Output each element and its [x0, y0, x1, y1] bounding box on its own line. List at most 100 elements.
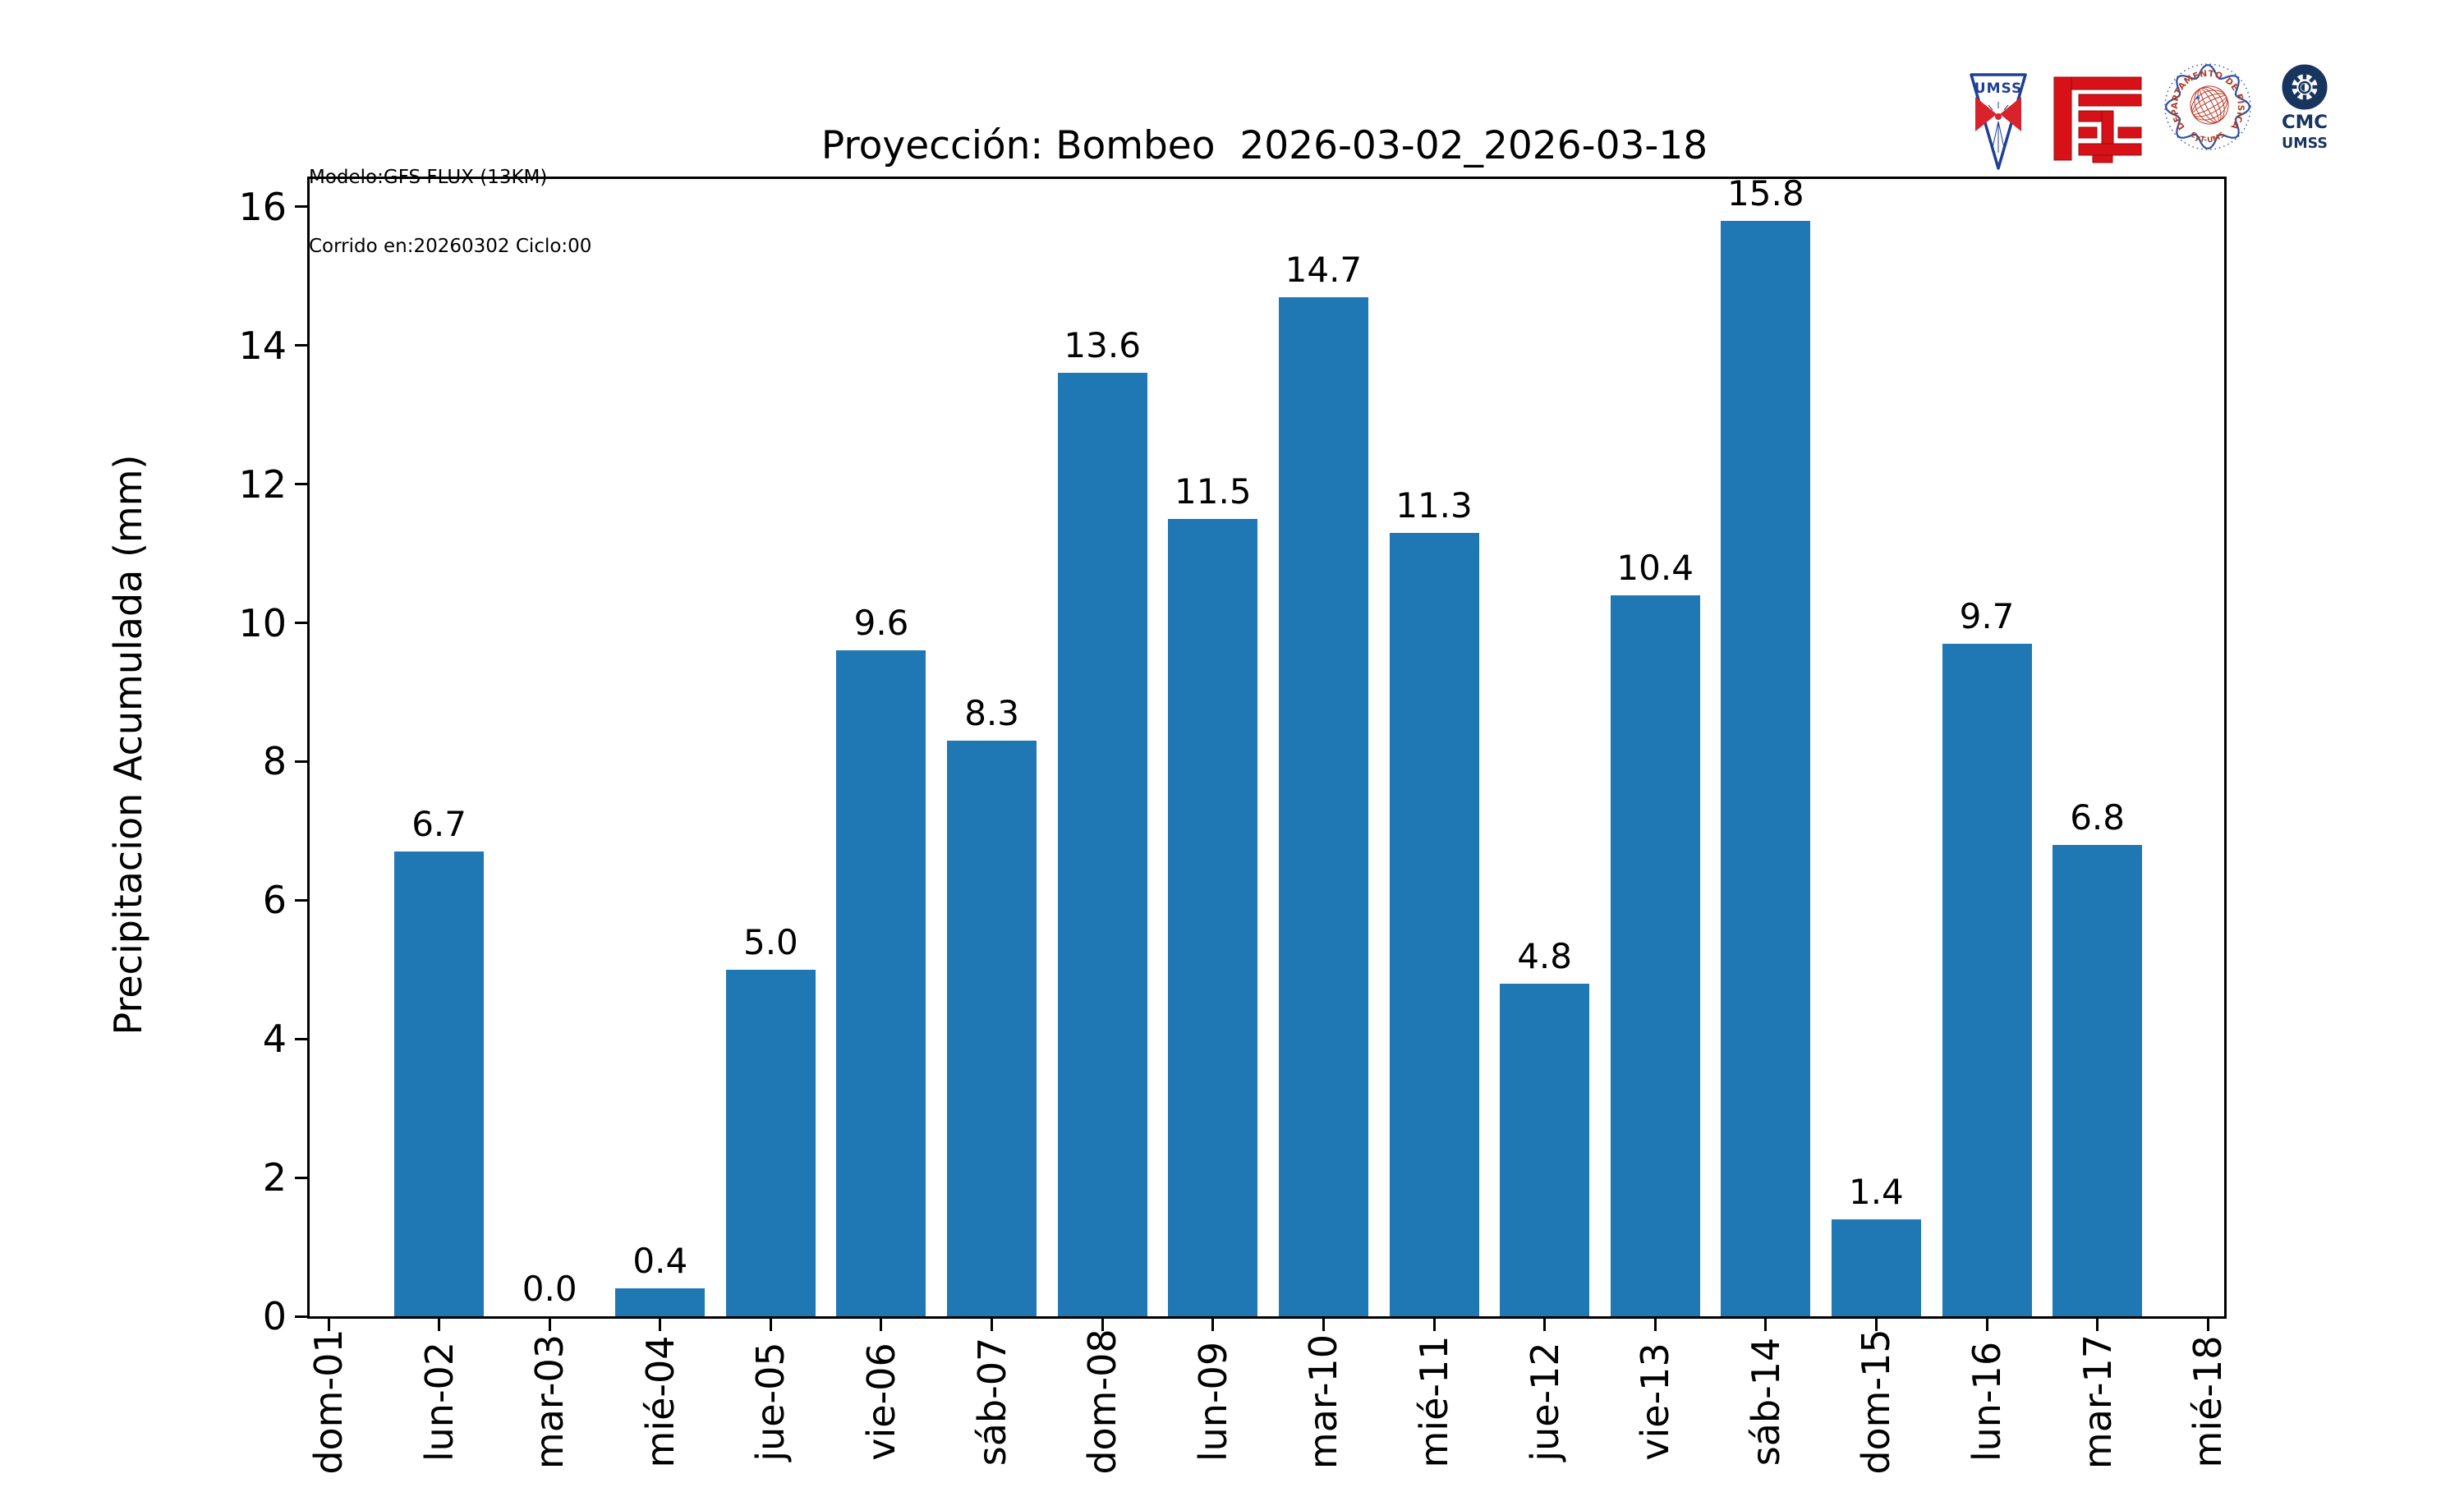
y-tick-label: 6 [262, 878, 287, 923]
x-tick-label: mié-04 [637, 1335, 683, 1468]
x-tick-label: lun-02 [416, 1341, 462, 1462]
bar [1831, 1219, 1921, 1316]
bar [1942, 643, 2032, 1316]
bar-value-label: 4.8 [1517, 935, 1572, 976]
bar-value-label: 0.4 [632, 1241, 688, 1282]
x-tick-label: dom-08 [1080, 1329, 1125, 1475]
fisica-seal-icon: DEPARTAMENTO DE FÍSICA FCyT-UMSS [2158, 53, 2251, 150]
x-tick-label: jue-05 [748, 1342, 793, 1462]
bar [1721, 220, 1811, 1316]
bar [394, 852, 485, 1316]
x-tick-label: mar-03 [527, 1334, 572, 1470]
fcyt-logo [2052, 74, 2144, 164]
y-tick-mark [295, 344, 310, 347]
x-tick-label: mar-10 [1301, 1334, 1346, 1470]
y-axis-label: Precipitacion Acumulada (mm) [106, 454, 150, 1035]
y-tick-label: 2 [262, 1155, 287, 1200]
cmc-umss-logo: CMC UMSS [2280, 64, 2329, 156]
y-tick-mark [295, 1176, 310, 1179]
x-tick-mark [438, 1316, 441, 1331]
x-tick-label: jue-12 [1522, 1342, 1567, 1462]
fisica-seal-logo: DEPARTAMENTO DE FÍSICA FCyT-UMSS [2158, 53, 2257, 168]
y-tick-label: 0 [262, 1294, 287, 1338]
x-tick-mark [880, 1316, 883, 1331]
bar [947, 741, 1037, 1316]
bar-value-label: 10.4 [1616, 547, 1694, 588]
x-tick-mark [1432, 1316, 1436, 1331]
x-tick-mark [659, 1316, 662, 1331]
bar-value-label: 5.0 [742, 921, 798, 962]
x-tick-label: lun-16 [1965, 1341, 2009, 1462]
y-tick-mark [295, 760, 310, 763]
x-tick-label: lun-09 [1190, 1341, 1235, 1462]
x-tick-mark [1874, 1316, 1878, 1331]
bar-value-label: 9.7 [1959, 595, 2015, 636]
bar-value-label: 14.7 [1285, 249, 1363, 290]
umss-pennant-logo: UMSS [1968, 71, 2029, 172]
chart-title: Proyección: Bombeo 2026-03-02_2026-03-18 [821, 123, 1708, 168]
bar [1057, 373, 1147, 1316]
y-tick-mark [295, 1037, 310, 1040]
y-tick-mark [295, 205, 310, 209]
bar [1278, 296, 1368, 1316]
bar [836, 650, 926, 1316]
svg-text:DEPARTAMENTO DE FÍSICA: DEPARTAMENTO DE FÍSICA [2170, 69, 2246, 132]
bar-value-label: 8.3 [964, 693, 1019, 734]
bar [725, 969, 816, 1316]
x-tick-mark [327, 1316, 330, 1331]
cmc-gear-icon: CMC UMSS [2282, 64, 2328, 152]
x-tick-mark [769, 1316, 772, 1331]
x-tick-mark [991, 1316, 994, 1331]
x-tick-mark [1764, 1316, 1768, 1331]
bar-value-label: 15.8 [1727, 172, 1804, 213]
bar-value-label: 1.4 [1848, 1171, 1904, 1212]
bar-value-label: 13.6 [1064, 325, 1141, 366]
y-tick-label: 4 [262, 1017, 287, 1062]
plot-area: 0 2 4 6 8 10 12 14 16 dom-01 lun-02 6.7 mar-03 0.0 mié… [238, 172, 2230, 1474]
y-tick-label: 12 [238, 461, 287, 507]
x-tick-mark [1101, 1316, 1104, 1331]
x-tick-mark [1211, 1316, 1215, 1331]
bar [2053, 844, 2143, 1316]
x-tick-mark [1653, 1316, 1657, 1331]
x-tick-label: vie-06 [859, 1343, 903, 1461]
y-tick-label: 10 [238, 600, 287, 645]
x-tick-label: sáb-07 [969, 1337, 1014, 1467]
bar [1610, 595, 1700, 1316]
y-tick-mark [295, 898, 310, 902]
cmc-text: CMC [2282, 112, 2328, 133]
x-tick-label: vie-13 [1633, 1343, 1678, 1461]
y-tick-mark [295, 1315, 310, 1318]
x-tick-label: sáb-14 [1743, 1337, 1788, 1467]
seal-ring-text: DEPARTAMENTO DE FÍSICA [2170, 69, 2246, 132]
x-tick-label: dom-15 [1854, 1329, 1899, 1475]
model-line-2: Corrido en:20260302 Ciclo:00 [309, 236, 592, 257]
umss-pennant-icon: UMSS [1970, 73, 2027, 170]
x-tick-mark [548, 1316, 551, 1331]
bar [1500, 983, 1590, 1316]
x-tick-label: mié-11 [1412, 1335, 1456, 1468]
bar-value-label: 6.8 [2070, 796, 2125, 838]
bar-value-label: 11.3 [1395, 484, 1473, 526]
y-tick-mark [295, 483, 310, 486]
bar [1389, 532, 1479, 1316]
model-info: Modelo:GFS FLUX (13KM) Corrido en:202603… [309, 120, 591, 281]
x-tick-mark [2096, 1316, 2099, 1331]
y-tick-label: 14 [238, 323, 287, 368]
x-tick-mark [1322, 1316, 1325, 1331]
bar [1168, 518, 1258, 1316]
x-tick-mark [2206, 1316, 2209, 1331]
bar [615, 1288, 706, 1316]
umss-pennant-text: UMSS [1974, 80, 2022, 97]
y-tick-mark [295, 622, 310, 624]
x-tick-label: mié-18 [2186, 1335, 2231, 1468]
bar-value-label: 11.5 [1175, 471, 1252, 512]
y-tick-label: 16 [238, 184, 287, 229]
x-tick-mark [1985, 1316, 1988, 1331]
bar-value-label: 9.6 [853, 603, 909, 644]
x-tick-label: mar-17 [2075, 1334, 2120, 1470]
fcyt-maze-icon [2053, 76, 2142, 163]
bar-value-label: 0.0 [522, 1269, 577, 1309]
y-tick-label: 8 [262, 739, 287, 784]
